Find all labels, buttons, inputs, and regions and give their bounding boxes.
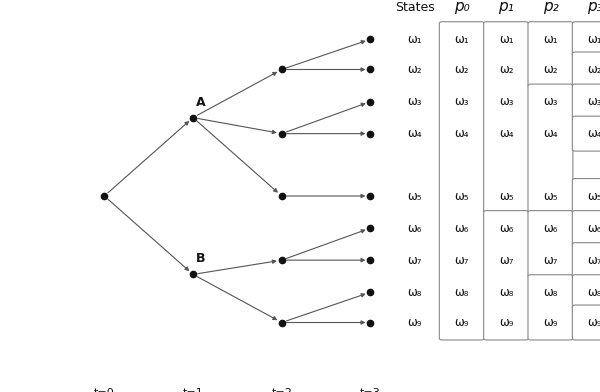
Text: ω₇: ω₇ [407, 254, 422, 267]
Text: ω₃: ω₃ [499, 95, 514, 108]
FancyBboxPatch shape [572, 211, 600, 245]
Text: A: A [196, 96, 205, 109]
Text: t=3: t=3 [360, 388, 381, 392]
Text: ω₄: ω₄ [543, 127, 557, 140]
FancyBboxPatch shape [572, 116, 600, 151]
Text: ω₆: ω₆ [499, 221, 513, 234]
Text: ω₈: ω₈ [455, 286, 469, 299]
FancyBboxPatch shape [572, 275, 600, 310]
FancyBboxPatch shape [528, 275, 573, 340]
Text: ω₅: ω₅ [543, 189, 557, 203]
Text: ω₉: ω₉ [543, 316, 557, 329]
Text: ω₁: ω₁ [543, 33, 558, 46]
Text: ω₅: ω₅ [587, 189, 600, 203]
Text: ω₂: ω₂ [543, 63, 557, 76]
Text: p₁: p₁ [498, 0, 514, 14]
Text: ω₇: ω₇ [454, 254, 469, 267]
Text: ω₂: ω₂ [499, 63, 514, 76]
Text: ω₃: ω₃ [454, 95, 469, 108]
Text: B: B [196, 252, 205, 265]
Text: ω₃: ω₃ [407, 95, 422, 108]
Text: ω₅: ω₅ [499, 189, 514, 203]
Text: ω₁: ω₁ [587, 33, 600, 46]
Text: ω₆: ω₆ [587, 221, 600, 234]
Text: ω₇: ω₇ [499, 254, 514, 267]
Text: ω₃: ω₃ [543, 95, 557, 108]
Text: ω₅: ω₅ [454, 189, 469, 203]
Text: ω₁: ω₁ [407, 33, 422, 46]
Text: ω₇: ω₇ [543, 254, 557, 267]
FancyBboxPatch shape [528, 22, 573, 87]
FancyBboxPatch shape [572, 243, 600, 278]
Text: ω₈: ω₈ [499, 286, 513, 299]
Text: p₀: p₀ [454, 0, 470, 14]
FancyBboxPatch shape [528, 84, 573, 214]
Text: ω₄: ω₄ [454, 127, 469, 140]
Text: ω₆: ω₆ [407, 221, 422, 234]
Text: t=2: t=2 [271, 388, 292, 392]
Text: ω₈: ω₈ [543, 286, 557, 299]
Text: ω₄: ω₄ [499, 127, 514, 140]
FancyBboxPatch shape [572, 52, 600, 87]
FancyBboxPatch shape [572, 305, 600, 340]
Text: t=0: t=0 [94, 388, 115, 392]
Text: ω₁: ω₁ [499, 33, 514, 46]
Text: ω₈: ω₈ [587, 286, 600, 299]
Text: ω₄: ω₄ [407, 127, 422, 140]
Text: ω₂: ω₂ [454, 63, 469, 76]
Text: p₃: p₃ [587, 0, 600, 14]
Text: ω₆: ω₆ [543, 221, 557, 234]
Text: ω₉: ω₉ [587, 316, 600, 329]
FancyBboxPatch shape [484, 211, 529, 340]
Text: ω₇: ω₇ [587, 254, 600, 267]
Text: p₂: p₂ [542, 0, 559, 14]
Text: ω₄: ω₄ [587, 127, 600, 140]
FancyBboxPatch shape [572, 178, 600, 214]
Text: ω₉: ω₉ [407, 316, 422, 329]
Text: ω₁: ω₁ [454, 33, 469, 46]
Text: ω₂: ω₂ [587, 63, 600, 76]
Text: ω₆: ω₆ [455, 221, 469, 234]
FancyBboxPatch shape [572, 22, 600, 57]
Text: States: States [395, 1, 434, 14]
Text: ω₉: ω₉ [499, 316, 514, 329]
Text: ω₈: ω₈ [407, 286, 422, 299]
Text: ω₉: ω₉ [454, 316, 469, 329]
FancyBboxPatch shape [439, 22, 484, 340]
Text: ω₂: ω₂ [407, 63, 422, 76]
Text: ω₃: ω₃ [587, 95, 600, 108]
Text: ω₅: ω₅ [407, 189, 422, 203]
Text: t=1: t=1 [182, 388, 203, 392]
FancyBboxPatch shape [528, 211, 573, 278]
FancyBboxPatch shape [484, 22, 529, 214]
FancyBboxPatch shape [572, 84, 600, 119]
